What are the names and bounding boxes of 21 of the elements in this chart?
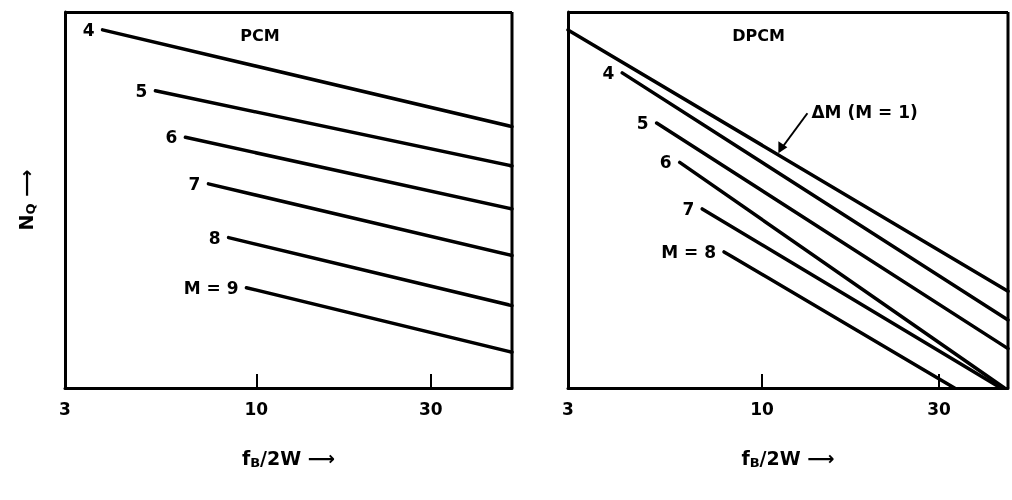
chart-title: DPCM: [732, 25, 785, 45]
series-label: M = 8: [661, 241, 717, 262]
series-label: 8: [208, 227, 221, 248]
chart-title: PCM: [240, 25, 280, 45]
annotation: ΔM (M = 1): [811, 101, 918, 122]
x-tick-label: 3: [562, 398, 574, 419]
series-label: 4: [602, 62, 615, 83]
series-label: 5: [636, 113, 649, 134]
series-label: 7: [682, 198, 695, 219]
series-label: 4: [82, 19, 95, 40]
series-label: 6: [659, 152, 672, 173]
x-tick-label: 10: [750, 398, 775, 419]
series-label: 6: [165, 127, 178, 148]
series-label: 5: [135, 80, 148, 101]
series-label: 7: [188, 173, 201, 194]
x-tick-label: 30: [419, 398, 443, 419]
x-tick-label: 30: [927, 398, 952, 419]
x-tick-label: 3: [59, 398, 71, 419]
x-tick-label: 10: [244, 398, 269, 419]
y-axis-title: NQ ⟶: [14, 169, 38, 231]
series-label: M = 9: [183, 277, 239, 298]
